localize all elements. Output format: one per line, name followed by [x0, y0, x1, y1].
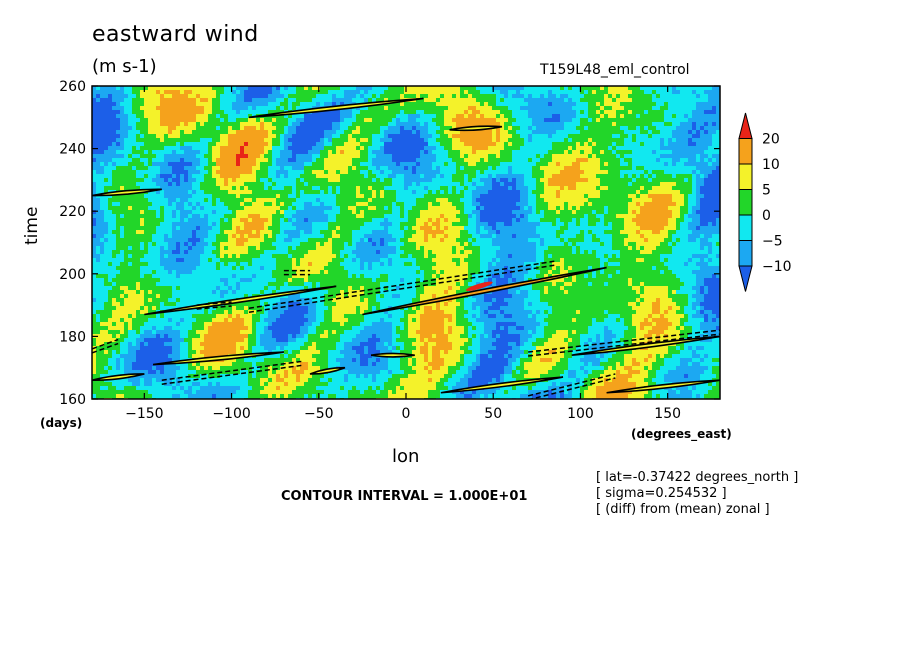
info-sigma: [ sigma=0.254532 ]	[596, 486, 727, 501]
colorbar-level-label: 5	[762, 183, 771, 199]
y-axis-label: time	[22, 206, 42, 245]
colorbar-level-label: 20	[762, 132, 780, 148]
contour-positive-9	[309, 366, 346, 375]
chart-units: (m s-1)	[92, 56, 157, 77]
contour-negative-17-0	[196, 301, 232, 306]
colorbar-swatch	[738, 189, 753, 216]
contour-negative-16-1	[92, 342, 119, 354]
y-tick-label: 260	[59, 79, 86, 95]
x-tick-label: −150	[125, 406, 163, 422]
contour-positive-6	[440, 376, 564, 394]
y-tick-label: 160	[59, 392, 86, 408]
colorbar-swatch	[738, 214, 753, 241]
contour-positive-5	[92, 373, 145, 382]
contour-positive-11	[449, 125, 503, 132]
contour-positive-3	[92, 188, 162, 197]
contour-positive-0	[248, 97, 424, 119]
x-tick-label: −100	[212, 406, 250, 422]
colorbar-swatch	[738, 163, 753, 190]
x-tick-label: 50	[484, 406, 502, 422]
contour-negative-12-0	[248, 260, 555, 309]
contour-peak-core	[465, 281, 493, 292]
colorbar-level-label: −10	[762, 259, 792, 275]
contour-negative-15-0	[528, 329, 720, 353]
y-axis-unit: (days)	[40, 416, 83, 430]
contour-negative-14-1	[528, 377, 616, 399]
contour-interval: CONTOUR INTERVAL = 1.000E+01	[281, 489, 528, 504]
contour-lines	[92, 97, 720, 399]
contour-negative-16-0	[92, 338, 119, 350]
colorbar-swatch	[738, 265, 753, 292]
colorbar-swatch	[738, 240, 753, 267]
y-tick-label: 220	[59, 204, 86, 220]
x-tick-label: 0	[402, 406, 411, 422]
x-tick-label: 100	[567, 406, 594, 422]
contour-positive-1	[362, 266, 607, 316]
colorbar-level-label: −5	[762, 234, 783, 250]
y-tick-label: 200	[59, 267, 86, 283]
x-axis-unit: (degrees_east)	[631, 427, 732, 441]
contour-negative-14-0	[527, 373, 616, 397]
colorbar-level-label: 10	[762, 157, 780, 173]
info-diff: [ (diff) from (mean) zonal ]	[596, 502, 770, 517]
x-axis-label: lon	[392, 446, 420, 467]
x-axis: −150 −100 −50 0 50 100 150	[125, 86, 681, 422]
colorbar-swatch	[738, 112, 753, 139]
y-tick-label: 180	[59, 329, 86, 345]
contour-negative-17-1	[196, 305, 232, 310]
colorbar-legend: 20 10 5 0 −5 −10	[738, 112, 792, 292]
contour-negative-15-1	[528, 333, 720, 357]
contour-positive-8	[606, 379, 720, 394]
x-tick-label: 150	[654, 406, 681, 422]
contour-positive-7	[571, 335, 720, 356]
chart-title: eastward wind	[92, 22, 259, 47]
contour-positive-2	[144, 285, 337, 316]
y-axis: 160 180 200 220 240 260	[59, 79, 720, 408]
contour-positive-10	[370, 352, 415, 358]
contour-negative-12-1	[248, 264, 555, 313]
contour-positive-4	[152, 351, 285, 366]
x-tick-label: −50	[304, 406, 334, 422]
info-latitude: [ lat=-0.37422 degrees_north ]	[596, 470, 799, 485]
y-tick-label: 240	[59, 142, 86, 158]
colorbar-swatch	[738, 138, 753, 165]
colorbar-level-label: 0	[762, 208, 771, 224]
run-label: T159L48_eml_control	[540, 62, 690, 78]
